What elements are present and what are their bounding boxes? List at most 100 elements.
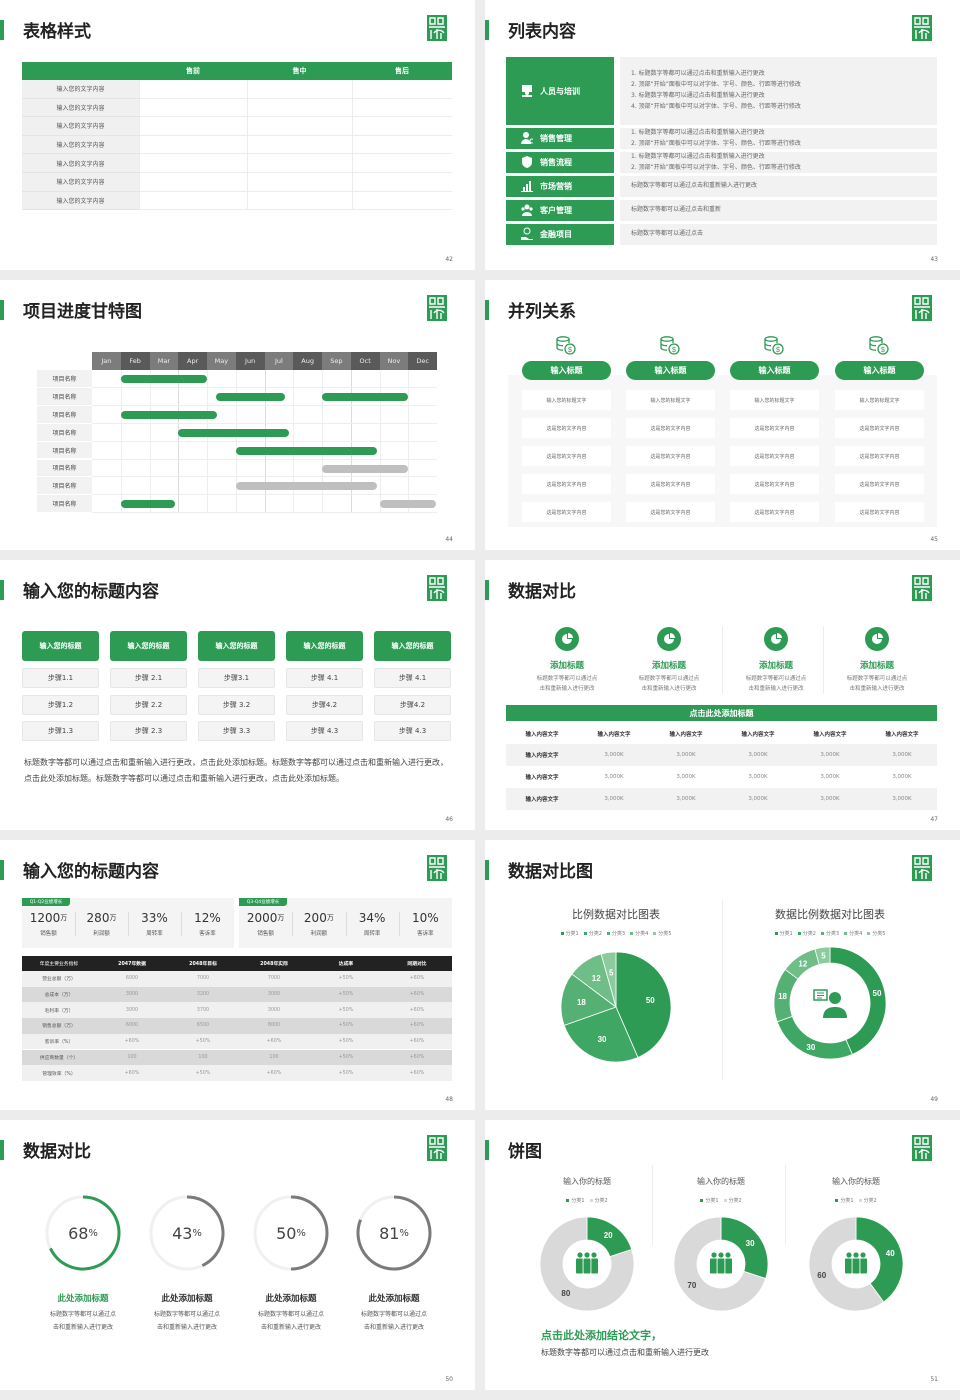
step-header[interactable]: 输入您的标题 <box>22 631 99 661</box>
table-cell[interactable] <box>247 98 352 118</box>
list-description-panel: 1. 标题数字等都可以通过点击和重新输入进行更改 2. 顶部“开始”面板中可以对字… <box>620 152 937 173</box>
gantt-bar[interactable] <box>379 500 436 509</box>
list-category-6[interactable]: 金融项目 <box>506 224 614 245</box>
gantt-bar[interactable] <box>322 464 409 473</box>
table-cell: 客诉率（%） <box>44 1040 74 1046</box>
column-cell: 这是您的文字内容 <box>626 502 715 522</box>
table-cell[interactable] <box>139 98 247 118</box>
ring-svg <box>45 1195 121 1271</box>
list-description-panel: 1. 标题数字等都可以通过点击和重新输入进行更改 2. 顶部“开始”面板中可以对字… <box>620 128 937 149</box>
stat-label: 利润额 <box>310 931 328 937</box>
gantt-bar[interactable] <box>178 428 289 437</box>
legend-item: 分类4 <box>844 930 862 937</box>
gantt-bar[interactable] <box>120 410 218 419</box>
step-header[interactable]: 输入您的标题 <box>374 631 451 661</box>
table-cell[interactable] <box>352 117 452 136</box>
step-cell[interactable]: 步骤 2.3 <box>110 721 187 741</box>
column-header-button[interactable]: 输入标题 <box>730 361 819 380</box>
gantt-row-line <box>92 476 437 478</box>
table-cell[interactable] <box>139 173 247 192</box>
stat-value: 33% <box>128 910 181 926</box>
table-cell[interactable] <box>352 80 452 99</box>
step-cell[interactable]: 步骤 4.3 <box>286 721 363 741</box>
legend-swatch <box>820 931 824 935</box>
step-header[interactable]: 输入您的标题 <box>286 631 363 661</box>
step-cell[interactable]: 步骤 4.1 <box>286 668 363 688</box>
list-category-4[interactable]: 市场营销 <box>506 176 614 197</box>
table-cell[interactable] <box>247 135 352 155</box>
column-header-button[interactable]: 输入标题 <box>626 361 715 380</box>
list-category-3[interactable]: 销售流程 <box>506 152 614 173</box>
step-cell[interactable]: 步骤3.1 <box>198 668 275 688</box>
page-number: 47 <box>930 816 938 823</box>
step-cell[interactable]: 步骤 4.3 <box>374 721 451 741</box>
column-header-button[interactable]: 输入标题 <box>835 361 924 380</box>
table-cell[interactable] <box>247 191 352 211</box>
month-header-apr: Apr <box>178 352 207 370</box>
step-cell[interactable]: 步骤 3.2 <box>198 694 275 715</box>
table-cell[interactable] <box>352 191 452 211</box>
gantt-bar[interactable] <box>235 482 377 491</box>
data-label: 12 <box>592 974 601 983</box>
conclusion-heading[interactable]: 点击此处添加结论文字， <box>541 1329 662 1342</box>
table-cell: +50% <box>338 976 354 982</box>
step-header[interactable]: 输入您的标题 <box>110 631 187 661</box>
gantt-bar[interactable] <box>215 392 285 401</box>
table-cell: 6500 <box>196 1023 210 1029</box>
table-cell[interactable] <box>352 135 452 155</box>
legend-label: 分类1 <box>571 1197 585 1204</box>
step-cell[interactable]: 步骤 3.3 <box>198 721 275 741</box>
slide-parallel-relation: 并列关系 45 $ 输入标题 输入您的标题文字 这是您的文字内容 这是您的文字内容 这是您的文… <box>485 280 960 550</box>
table-banner[interactable]: 点击此处添加标题 <box>506 705 937 721</box>
gantt-bar[interactable] <box>235 446 377 455</box>
step-cell[interactable]: 步骤 2.1 <box>110 668 187 688</box>
table-cell[interactable] <box>352 98 452 118</box>
legend-label: 分类3 <box>825 930 840 937</box>
page-number: 46 <box>445 816 453 823</box>
column-cell: 输入您的标题文字 <box>522 390 611 410</box>
grid-line <box>207 370 208 514</box>
title-accent-bar <box>485 20 489 40</box>
pie-chart-icon <box>865 627 889 651</box>
step-header[interactable]: 输入您的标题 <box>198 631 275 661</box>
list-description-panel: 标题数字等都可以通过点击和重新输入进行更改 <box>620 176 937 197</box>
gantt-bar[interactable] <box>322 392 409 401</box>
step-cell[interactable]: 步骤1.3 <box>22 721 99 741</box>
column-header-button[interactable]: 输入标题 <box>522 361 611 380</box>
table-cell[interactable] <box>352 154 452 173</box>
title-accent-bar <box>485 580 489 600</box>
step-cell[interactable]: 步骤4.2 <box>286 694 363 715</box>
step-cell[interactable]: 步骤 4.1 <box>374 668 451 688</box>
table-cell[interactable] <box>139 80 247 99</box>
step-cell[interactable]: 步骤1.1 <box>22 668 99 688</box>
gantt-bar[interactable] <box>120 500 176 509</box>
page-number: 42 <box>445 256 453 263</box>
table-cell[interactable] <box>352 173 452 192</box>
table-cell[interactable] <box>139 154 247 173</box>
table-header-cell: 输入内容文字 <box>741 731 775 738</box>
divider <box>75 912 76 936</box>
table-cell: 供应商数量（个） <box>39 1055 79 1061</box>
table-row <box>506 788 937 810</box>
month-header-sep: Sep <box>322 352 351 370</box>
step-cell[interactable]: 步骤 2.2 <box>110 694 187 715</box>
step-cell[interactable]: 步骤1.2 <box>22 694 99 715</box>
table-cell[interactable] <box>247 80 352 99</box>
list-category-1[interactable]: 人员与培训 <box>506 57 614 125</box>
ring-unit: % <box>88 1227 98 1239</box>
table-cell[interactable] <box>139 117 247 136</box>
table-cell[interactable] <box>247 117 352 136</box>
stat-value: 280 万 <box>75 910 128 926</box>
table-cell[interactable] <box>247 173 352 192</box>
list-category-5[interactable]: 客户管理 <box>506 200 614 221</box>
progress-ring <box>253 1195 329 1271</box>
step-cell[interactable]: 步骤4.2 <box>374 694 451 715</box>
list-category-2[interactable]: 销售管理 <box>506 128 614 149</box>
month-header-feb: Feb <box>120 352 150 370</box>
table-cell[interactable] <box>247 154 352 173</box>
page-number: 45 <box>930 536 938 543</box>
table-cell[interactable] <box>139 191 247 211</box>
gantt-bar[interactable] <box>120 375 207 383</box>
table-cell[interactable] <box>139 135 247 155</box>
svg-text:$: $ <box>881 347 885 354</box>
